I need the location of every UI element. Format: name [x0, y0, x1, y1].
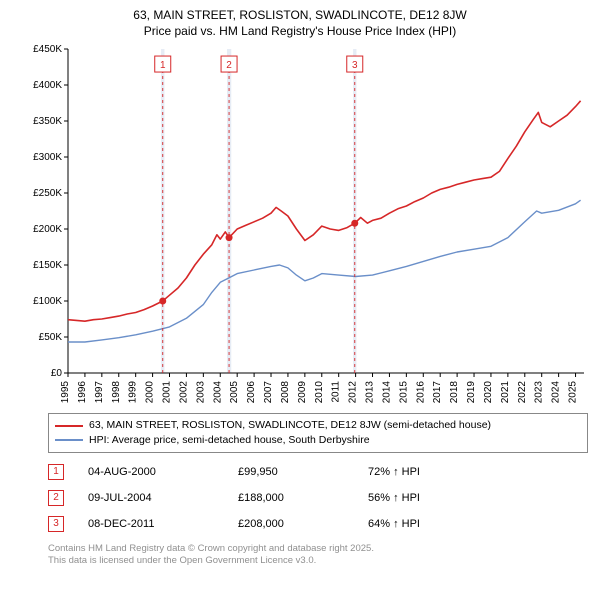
legend-label: HPI: Average price, semi-detached house,…	[89, 433, 370, 448]
svg-text:2016: 2016	[415, 381, 426, 404]
event-date: 09-JUL-2004	[88, 492, 238, 504]
svg-text:£200K: £200K	[33, 224, 62, 235]
svg-text:1996: 1996	[77, 381, 88, 404]
event-pct: 56% ↑ HPI	[368, 492, 420, 504]
plot-area: £0 £50K £100K £150K £200K £250K £300K £350K £400…	[28, 45, 588, 405]
svg-text:£150K: £150K	[33, 260, 62, 271]
svg-text:£50K: £50K	[39, 332, 63, 343]
chart-title: 63, MAIN STREET, ROSLISTON, SWADLINCOTE,…	[10, 8, 590, 39]
svg-text:2002: 2002	[178, 381, 189, 404]
svg-text:£250K: £250K	[33, 188, 62, 199]
svg-text:2: 2	[226, 60, 232, 71]
svg-text:2022: 2022	[517, 381, 528, 404]
svg-text:2005: 2005	[229, 381, 240, 404]
svg-text:2018: 2018	[449, 381, 460, 404]
svg-text:2019: 2019	[466, 381, 477, 404]
event-row: 1 04-AUG-2000 £99,950 72% ↑ HPI	[48, 459, 588, 485]
event-price: £188,000	[238, 492, 368, 504]
footer-line: This data is licensed under the Open Gov…	[48, 555, 590, 567]
svg-text:2007: 2007	[263, 381, 274, 404]
svg-text:3: 3	[352, 60, 358, 71]
svg-text:2006: 2006	[246, 381, 257, 404]
event-marker: 2	[48, 490, 64, 506]
footer-attribution: Contains HM Land Registry data © Crown c…	[48, 543, 590, 568]
svg-text:2012: 2012	[348, 381, 359, 404]
event-date: 04-AUG-2000	[88, 466, 238, 478]
svg-text:2001: 2001	[162, 381, 173, 404]
legend-item: HPI: Average price, semi-detached house,…	[55, 433, 581, 448]
svg-text:1995: 1995	[60, 381, 71, 404]
legend: 63, MAIN STREET, ROSLISTON, SWADLINCOTE,…	[48, 413, 588, 452]
svg-text:2024: 2024	[551, 381, 562, 404]
svg-text:2004: 2004	[212, 381, 223, 404]
event-marker: 3	[48, 516, 64, 532]
svg-text:2011: 2011	[331, 381, 342, 403]
title-subtitle: Price paid vs. HM Land Registry's House …	[10, 24, 590, 40]
event-row: 2 09-JUL-2004 £188,000 56% ↑ HPI	[48, 485, 588, 511]
event-marker: 1	[48, 464, 64, 480]
events-table: 1 04-AUG-2000 £99,950 72% ↑ HPI 2 09-JUL…	[48, 459, 588, 537]
svg-text:2009: 2009	[297, 381, 308, 404]
event-price: £208,000	[238, 518, 368, 530]
title-address: 63, MAIN STREET, ROSLISTON, SWADLINCOTE,…	[10, 8, 590, 24]
svg-text:2014: 2014	[381, 381, 392, 404]
svg-text:2021: 2021	[500, 381, 511, 404]
svg-text:£400K: £400K	[33, 80, 62, 91]
svg-text:1997: 1997	[94, 381, 105, 404]
svg-text:2023: 2023	[534, 381, 545, 404]
svg-text:2015: 2015	[398, 381, 409, 404]
event-pct: 72% ↑ HPI	[368, 466, 420, 478]
legend-label: 63, MAIN STREET, ROSLISTON, SWADLINCOTE,…	[89, 418, 491, 433]
legend-swatch-red	[55, 425, 83, 427]
chart-container: 63, MAIN STREET, ROSLISTON, SWADLINCOTE,…	[0, 0, 600, 571]
chart-svg: £0 £50K £100K £150K £200K £250K £300K £350K £400…	[28, 45, 588, 405]
svg-text:1998: 1998	[111, 381, 122, 404]
svg-text:1999: 1999	[128, 381, 139, 404]
svg-text:2000: 2000	[145, 381, 156, 404]
svg-text:£350K: £350K	[33, 116, 62, 127]
event-pct: 64% ↑ HPI	[368, 518, 420, 530]
legend-item: 63, MAIN STREET, ROSLISTON, SWADLINCOTE,…	[55, 418, 581, 433]
svg-text:2017: 2017	[432, 381, 443, 404]
svg-text:1: 1	[160, 60, 166, 71]
svg-text:2020: 2020	[483, 381, 494, 404]
svg-text:£100K: £100K	[33, 296, 62, 307]
legend-swatch-blue	[55, 439, 83, 441]
svg-text:2010: 2010	[314, 381, 325, 404]
svg-text:2013: 2013	[365, 381, 376, 404]
svg-text:£300K: £300K	[33, 152, 62, 163]
svg-text:2003: 2003	[195, 381, 206, 404]
svg-text:£450K: £450K	[33, 45, 62, 55]
event-row: 3 08-DEC-2011 £208,000 64% ↑ HPI	[48, 511, 588, 537]
footer-line: Contains HM Land Registry data © Crown c…	[48, 543, 590, 555]
event-date: 08-DEC-2011	[88, 518, 238, 530]
svg-text:£0: £0	[51, 368, 63, 379]
svg-text:2008: 2008	[280, 381, 291, 404]
event-price: £99,950	[238, 466, 368, 478]
svg-text:2025: 2025	[568, 381, 579, 404]
